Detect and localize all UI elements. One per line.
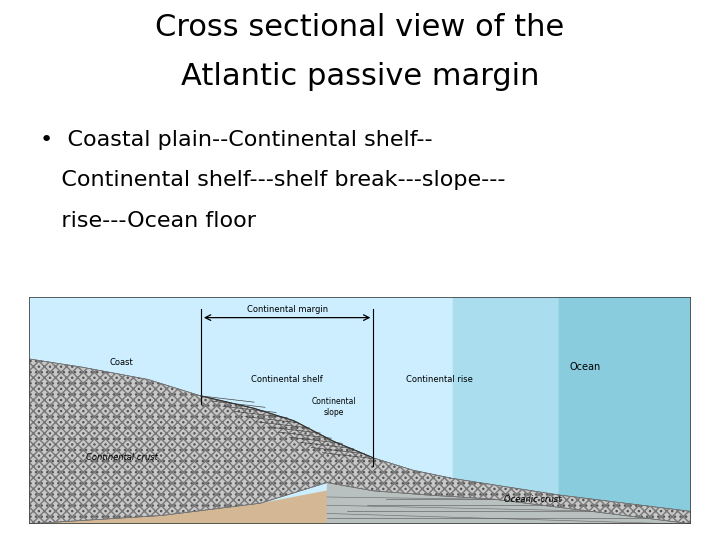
Polygon shape — [327, 483, 691, 524]
Polygon shape — [453, 297, 691, 511]
Polygon shape — [201, 297, 691, 511]
Text: Continental rise: Continental rise — [406, 375, 473, 383]
Text: Ocean: Ocean — [570, 362, 601, 372]
Text: Coast: Coast — [109, 358, 133, 367]
Text: Oceanic crust: Oceanic crust — [503, 495, 561, 504]
Polygon shape — [559, 297, 691, 511]
Text: rise---Ocean floor: rise---Ocean floor — [40, 211, 256, 231]
Text: Continental shelf: Continental shelf — [251, 375, 323, 383]
Text: •  Coastal plain--Continental shelf--: • Coastal plain--Continental shelf-- — [40, 130, 432, 150]
Text: Continental crust: Continental crust — [86, 453, 158, 462]
Text: Continental shelf---shelf break---slope---: Continental shelf---shelf break---slope-… — [40, 170, 505, 190]
Text: Continental margin: Continental margin — [246, 305, 328, 314]
Text: Cross sectional view of the: Cross sectional view of the — [156, 14, 564, 43]
Text: Atlantic passive margin: Atlantic passive margin — [181, 62, 539, 91]
Polygon shape — [29, 359, 691, 524]
Text: Continental
slope: Continental slope — [311, 397, 356, 416]
Polygon shape — [29, 487, 691, 524]
